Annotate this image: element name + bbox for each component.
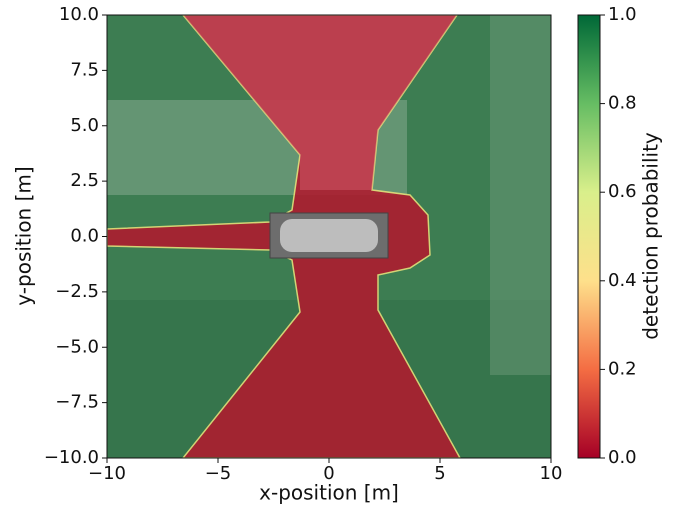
colorbar-tick-label: 0.4 — [608, 270, 637, 291]
colorbar-label: detection probability — [639, 132, 663, 340]
detection-map — [107, 15, 551, 458]
y-tick-label: −5.0 — [55, 336, 99, 357]
colorbar-tick-label: 0.2 — [608, 358, 637, 379]
x-tick-label: 5 — [434, 463, 445, 484]
x-tick-label: 0 — [323, 463, 334, 484]
colorbar-tick-label: 1.0 — [608, 4, 637, 25]
y-tick-label: −7.5 — [55, 392, 99, 413]
y-tick-label: 5.0 — [70, 115, 99, 136]
colorbar-tick-label: 0.6 — [608, 181, 637, 202]
colorbar-tick-label: 0.8 — [608, 93, 637, 114]
y-tick-label: −2.5 — [55, 281, 99, 302]
x-tick-label: −5 — [205, 463, 232, 484]
y-tick-label: 0.0 — [70, 226, 99, 247]
y-tick-label: 10.0 — [59, 4, 99, 25]
ego-vehicle-body — [280, 219, 378, 252]
x-axis-label: x-position [m] — [259, 481, 399, 505]
parking-area — [490, 15, 551, 375]
occluded-region — [183, 15, 457, 190]
colorbar — [577, 14, 601, 459]
y-tick-label: −10.0 — [44, 447, 99, 468]
y-axis-label: y-position [m] — [12, 166, 36, 305]
y-tick-label: 2.5 — [70, 170, 99, 191]
x-tick-label: −10 — [88, 463, 126, 484]
x-tick-label: 10 — [540, 463, 563, 484]
y-tick-label: 7.5 — [70, 59, 99, 80]
colorbar-tick-label: 0.0 — [608, 447, 637, 468]
